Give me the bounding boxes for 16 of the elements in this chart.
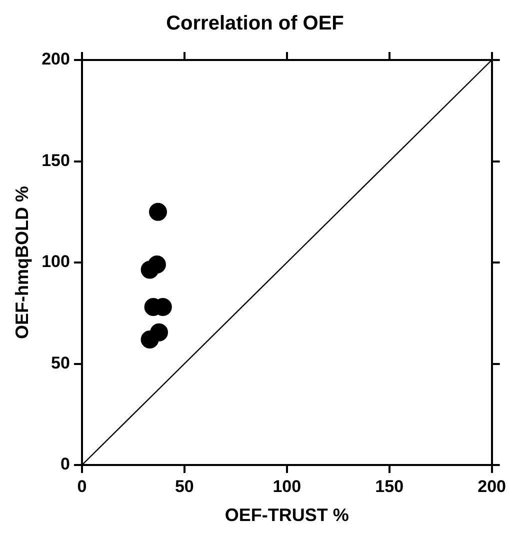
x-axis-title: OEF-TRUST % — [224, 505, 349, 526]
x-tick-label: 50 — [174, 476, 194, 496]
point — [140, 260, 159, 279]
point — [140, 330, 159, 348]
y-tick-label: 0 — [60, 454, 70, 474]
x-tick-label: 100 — [272, 476, 302, 496]
y-tick-label: 150 — [42, 150, 70, 170]
y-tick-label: 100 — [42, 252, 70, 272]
chart-title: Correlation of OEF — [166, 12, 344, 35]
x-tick-label: 200 — [478, 476, 506, 496]
point — [148, 202, 167, 221]
x-tick-label: 150 — [375, 476, 404, 496]
x-tick-label: 0 — [77, 476, 87, 496]
y-tick-label: 50 — [51, 353, 70, 372]
y-axis-title: OEF-hmqBOLD % — [12, 186, 32, 339]
y-tick-label: 200 — [42, 50, 70, 69]
